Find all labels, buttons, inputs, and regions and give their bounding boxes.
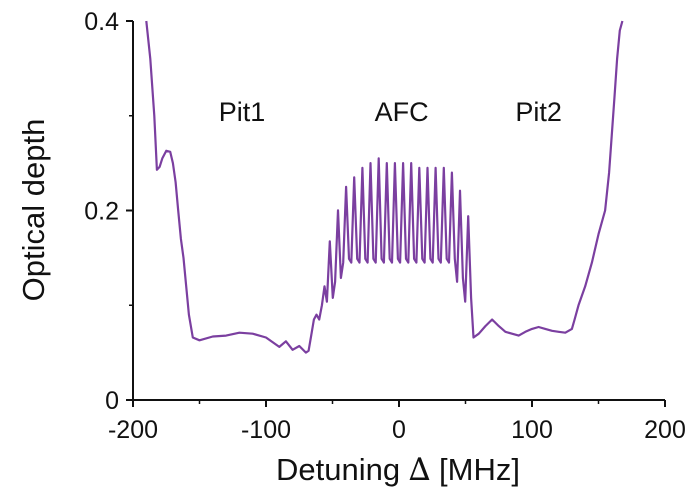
annotation-label: AFC: [375, 97, 429, 127]
x-axis-label: Detuning ∆ [MHz]: [276, 452, 520, 488]
annotations: Pit1 AFC Pit2: [219, 97, 562, 127]
x-tick-label: 200: [644, 416, 686, 444]
x-tick-label: 0: [392, 416, 406, 444]
x-tick-label: 100: [511, 416, 553, 444]
y-tick-label: 0.4: [84, 8, 119, 36]
plot-area: [145, 20, 624, 354]
y-tick-label: 0.2: [84, 198, 119, 226]
y-tick-label: 0: [105, 387, 119, 415]
annotation-label: Pit2: [515, 97, 562, 127]
annotation-label: Pit1: [219, 97, 266, 127]
x-tick-label: -100: [241, 416, 291, 444]
x-tick-label: -200: [108, 416, 158, 444]
axes: [126, 20, 666, 407]
od-spectrum-line: [145, 20, 624, 354]
tick-labels: -200 -100 0 100 200 0 0.2 0.4: [84, 8, 686, 444]
y-axis-label: Optical depth: [16, 119, 51, 302]
